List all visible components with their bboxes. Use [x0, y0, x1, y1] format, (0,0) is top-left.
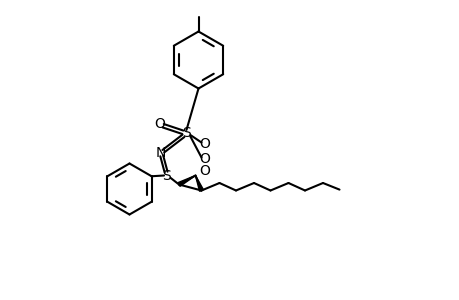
- Text: S: S: [182, 127, 190, 140]
- Polygon shape: [178, 176, 195, 186]
- Text: O: O: [154, 118, 165, 131]
- Polygon shape: [195, 176, 203, 191]
- Text: N: N: [156, 146, 166, 160]
- Text: O: O: [199, 152, 209, 166]
- Text: O: O: [199, 137, 209, 151]
- Text: S: S: [162, 169, 171, 182]
- Text: O: O: [199, 164, 209, 178]
